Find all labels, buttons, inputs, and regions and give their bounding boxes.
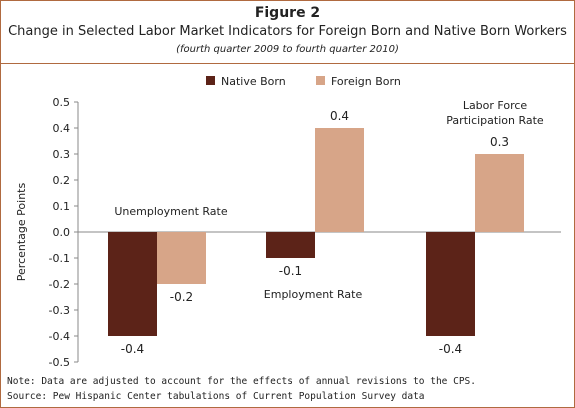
y-tick-label: 0.1 [53,200,71,213]
category-label: Employment Rate [264,288,363,301]
y-tick-label: -0.5 [49,356,70,369]
bar-foreign-born [157,232,206,284]
bar-value-label: 0.3 [490,135,509,149]
figure-header: Figure 2 Change in Selected Labor Market… [1,1,574,63]
y-tick-label: 0.2 [53,174,71,187]
chart-note: Note: Data are adjusted to account for t… [7,376,476,387]
bar-value-label: -0.2 [170,290,193,304]
chart-subtitle: (fourth quarter 2009 to fourth quarter 2… [176,44,399,55]
y-tick-label: -0.2 [49,278,70,291]
header-divider [1,63,574,64]
chart-title: Change in Selected Labor Market Indicato… [8,24,567,39]
bar-value-label: 0.4 [330,109,349,123]
category-label: Labor Force Participation Rate [446,99,544,127]
bar-value-label: -0.1 [279,264,302,278]
y-tick-label: 0.0 [53,226,71,239]
bar-foreign-born [315,128,364,232]
bar-native-born [426,232,475,336]
legend-swatch [206,76,215,85]
bar-value-label: -0.4 [121,342,144,356]
y-axis-label: Percentage Points [15,183,28,282]
y-tick-label: -0.1 [49,252,70,265]
y-tick-label: 0.4 [53,122,71,135]
legend-label: Foreign Born [331,75,401,88]
bar-value-label: -0.4 [439,342,462,356]
y-tick-label: -0.3 [49,304,70,317]
bar-native-born [108,232,157,336]
category-label: Unemployment Rate [114,205,228,218]
figure-label: Figure 2 [254,5,321,21]
y-tick-label: 0.5 [53,96,71,109]
bar-foreign-born [475,154,524,232]
chart-source: Source: Pew Hispanic Center tabulations … [7,391,425,402]
y-tick-label: 0.3 [53,148,71,161]
bar-native-born [266,232,315,258]
legend-label: Native Born [221,75,286,88]
chart-notes: Note: Data are adjusted to account for t… [7,374,476,404]
y-tick-label: -0.4 [49,330,70,343]
legend-swatch [316,76,325,85]
